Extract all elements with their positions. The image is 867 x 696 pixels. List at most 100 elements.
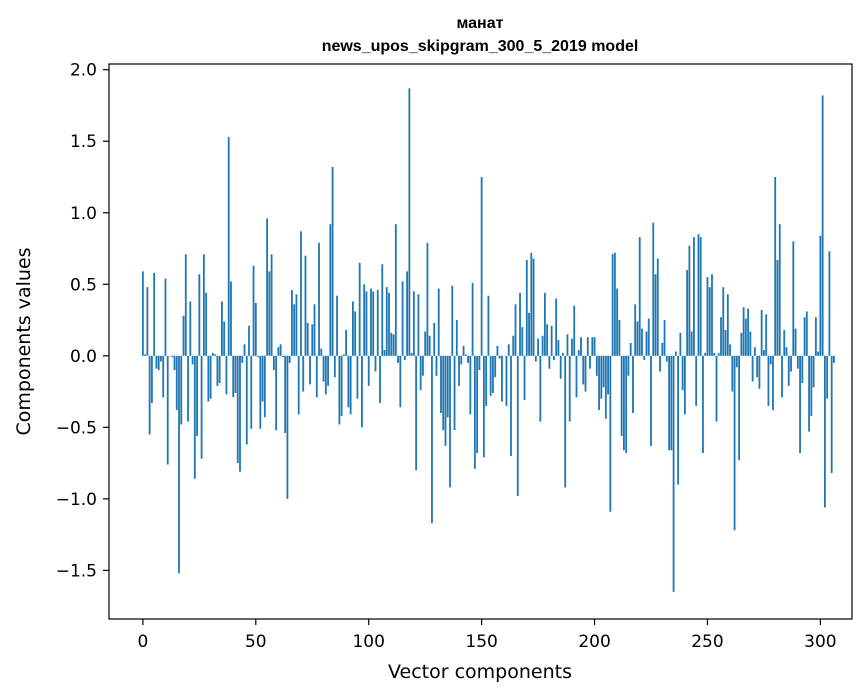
bar (677, 355, 680, 485)
bar (803, 317, 806, 356)
bar (277, 347, 280, 356)
bar (424, 331, 427, 356)
bar (722, 287, 725, 356)
bar (760, 310, 763, 356)
bar (699, 237, 702, 356)
bar (830, 355, 833, 474)
y-tick-label: 2.0 (70, 61, 97, 81)
bar (521, 327, 524, 356)
bar (482, 355, 485, 458)
bar (489, 355, 492, 396)
bar (729, 344, 731, 356)
bar (573, 305, 576, 356)
bar (769, 355, 772, 365)
bar (609, 355, 612, 512)
bar (774, 177, 777, 356)
bar (151, 355, 153, 403)
bar (681, 355, 684, 391)
bar (469, 355, 472, 415)
bar (295, 294, 298, 356)
bar (695, 355, 698, 406)
bar (756, 355, 759, 378)
bar (252, 265, 255, 356)
bar (187, 355, 189, 422)
bar (302, 355, 305, 392)
bar (528, 312, 530, 356)
bar (397, 355, 399, 363)
bar (315, 355, 318, 398)
bar (211, 352, 214, 356)
bar (254, 302, 257, 356)
bar (580, 337, 582, 356)
y-tick-label: −0.5 (56, 418, 97, 438)
bar (593, 337, 596, 356)
bar (672, 355, 675, 592)
bar (686, 269, 689, 356)
chart-subtitle: news_upos_skipgram_300_5_2019 model (322, 38, 639, 55)
bar (286, 355, 289, 499)
y-axis-label: Components values (13, 247, 35, 435)
bar (327, 355, 329, 386)
bar (324, 355, 327, 395)
bar (239, 355, 241, 472)
bar (618, 320, 621, 356)
bar (654, 274, 657, 356)
bar (792, 241, 795, 356)
bar (178, 355, 180, 574)
bar (496, 345, 499, 356)
bar (412, 291, 415, 356)
bar (446, 355, 449, 418)
bar (799, 355, 801, 454)
bar (652, 222, 655, 356)
bar (744, 318, 747, 356)
bar (184, 254, 187, 356)
bar (668, 355, 670, 451)
x-axis-label: Vector components (388, 661, 572, 683)
bar (740, 332, 743, 356)
bar (683, 355, 686, 415)
bar (234, 355, 237, 393)
bar (753, 347, 756, 356)
bar (733, 355, 736, 531)
bar (577, 350, 580, 356)
bar (772, 355, 774, 411)
bar (735, 355, 738, 368)
bar (478, 355, 481, 371)
bar (507, 344, 510, 356)
bar (352, 301, 354, 356)
bar (623, 355, 625, 451)
bar (783, 330, 786, 356)
bar (562, 352, 564, 356)
bar (663, 320, 666, 356)
bar (480, 177, 483, 356)
bar (647, 318, 650, 356)
bars-group (141, 88, 835, 592)
bar (453, 355, 456, 431)
bar (629, 342, 632, 356)
bar (422, 355, 424, 376)
bar (442, 355, 445, 431)
x-axis-ticks: 0 50 100 150 200 250 300 (137, 619, 837, 652)
y-tick-label: 0.5 (70, 275, 97, 295)
bar (785, 347, 788, 356)
bar (485, 355, 488, 406)
bar (679, 332, 682, 356)
bar (706, 277, 709, 356)
bar (214, 354, 217, 356)
bar (516, 355, 519, 496)
bar (270, 254, 273, 356)
bar (717, 352, 720, 356)
x-tick-label: 50 (245, 632, 267, 652)
bar (690, 331, 693, 356)
bar (494, 355, 497, 378)
bar (824, 355, 826, 508)
bar (318, 242, 320, 356)
bar (279, 344, 282, 356)
bar (693, 237, 695, 356)
bar (333, 355, 336, 378)
bar (643, 355, 646, 361)
bar (153, 272, 156, 356)
bar (751, 355, 754, 382)
bar (394, 224, 397, 356)
